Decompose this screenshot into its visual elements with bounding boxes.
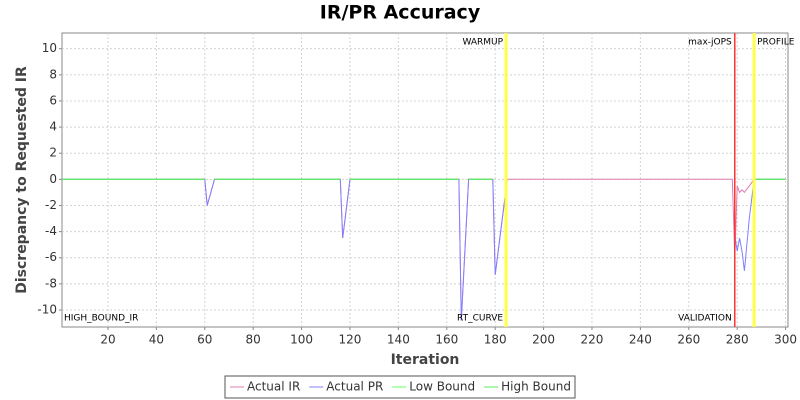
marker-label: PROFILE <box>757 38 795 48</box>
x-axis-label: Iteration <box>391 352 460 368</box>
x-tick-label: 160 <box>435 333 458 347</box>
x-tick-label: 260 <box>677 333 700 347</box>
marker-label: WARMUP <box>462 38 503 48</box>
x-tick-label: 200 <box>532 333 555 347</box>
x-tick-label: 120 <box>339 333 362 347</box>
y-tick-label: 4 <box>49 120 57 134</box>
y-tick-label: -8 <box>45 276 57 290</box>
x-tick-label: 300 <box>774 333 797 347</box>
y-tick-label: -10 <box>37 303 57 317</box>
x-tick-label: 220 <box>581 333 604 347</box>
chart-title: IR/PR Accuracy <box>320 2 481 24</box>
y-tick-label: 6 <box>49 93 57 107</box>
legend-label: Actual PR <box>326 380 383 394</box>
y-tick-label: -2 <box>45 198 57 212</box>
y-axis-label: Discrepancy to Requested IR <box>14 66 30 294</box>
plot-area <box>61 32 789 328</box>
x-tick-label: 40 <box>149 333 164 347</box>
y-tick-label: 0 <box>49 172 57 186</box>
x-tick-label: 180 <box>484 333 507 347</box>
annotation: HIGH_BOUND_IR <box>64 314 138 324</box>
marker-label: VALIDATION <box>678 314 732 324</box>
y-tick-label: -4 <box>45 224 57 238</box>
marker-label: RT_CURVE <box>457 314 503 324</box>
y-tick-label: -6 <box>45 250 57 264</box>
x-tick-label: 80 <box>246 333 261 347</box>
y-tick-label: 8 <box>49 67 57 81</box>
y-tick-label: 10 <box>42 41 57 55</box>
x-tick-label: 100 <box>290 333 313 347</box>
x-tick-label: 280 <box>726 333 749 347</box>
legend-label: High Bound <box>501 380 571 394</box>
legend-label: Actual IR <box>247 380 300 394</box>
y-tick-label: 2 <box>49 146 57 160</box>
x-tick-label: 240 <box>629 333 652 347</box>
marker-label: max-jOPS <box>688 38 732 48</box>
x-tick-label: 140 <box>387 333 410 347</box>
legend-label: Low Bound <box>409 380 475 394</box>
x-tick-label: 20 <box>100 333 115 347</box>
x-tick-label: 60 <box>197 333 212 347</box>
